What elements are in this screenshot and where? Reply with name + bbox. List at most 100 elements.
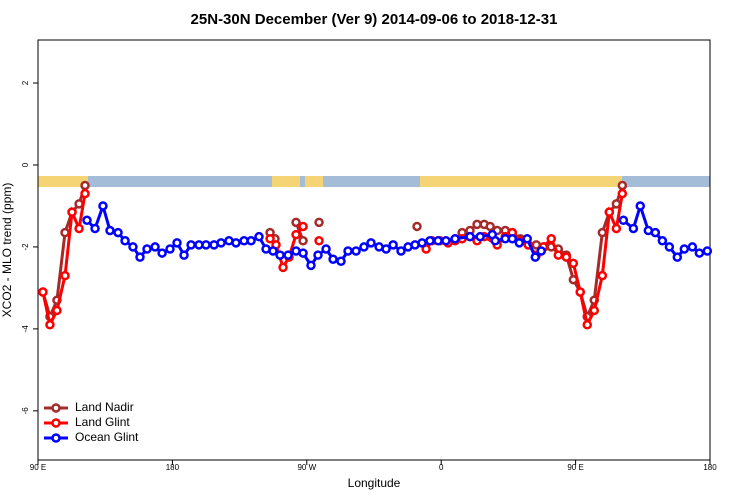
data-point — [298, 248, 308, 258]
data-point — [157, 248, 167, 258]
y-tick-label: 2 — [21, 80, 30, 85]
data-point — [265, 233, 275, 244]
data-point — [694, 248, 705, 258]
data-point — [351, 246, 361, 256]
data-point — [597, 227, 608, 238]
data-point — [425, 236, 435, 246]
data-point — [465, 231, 475, 242]
data-point — [507, 233, 518, 244]
data-point — [433, 236, 443, 246]
data-point — [421, 244, 431, 254]
data-point — [604, 207, 615, 217]
data-point — [60, 270, 70, 281]
y-tick-label: -6 — [21, 407, 30, 415]
data-point — [597, 270, 608, 281]
data-point — [618, 215, 629, 226]
legend-marker — [51, 418, 61, 428]
land-strip — [420, 176, 622, 187]
data-point — [52, 305, 62, 316]
data-point — [450, 233, 460, 244]
data-point — [74, 223, 84, 234]
data-point — [536, 246, 547, 256]
data-point — [575, 287, 585, 297]
data-point — [314, 236, 324, 246]
land-strip — [38, 176, 88, 187]
land-ocean-strip — [38, 176, 710, 187]
data-point — [246, 236, 256, 246]
data-point — [388, 240, 398, 250]
data-point — [321, 244, 331, 254]
data-point — [628, 223, 639, 234]
data-point — [328, 254, 338, 264]
y-tick-label: 0 — [21, 162, 30, 167]
data-point — [679, 244, 690, 254]
data-point — [216, 238, 226, 248]
data-point — [179, 250, 189, 260]
data-point — [687, 242, 698, 252]
x-tick-label: 0 — [439, 463, 444, 472]
land-strip — [305, 176, 323, 187]
data-point — [417, 238, 427, 248]
x-axis-label: Longitude — [348, 476, 401, 490]
data-point — [336, 256, 346, 267]
data-point — [561, 252, 572, 262]
legend-label: Ocean Glint — [75, 430, 139, 444]
data-point — [589, 305, 600, 316]
data-point — [268, 246, 278, 256]
data-point — [231, 238, 241, 248]
data-point — [306, 260, 316, 271]
data-point — [611, 223, 622, 234]
x-tick-label: 180 — [166, 463, 180, 472]
data-point — [90, 223, 100, 234]
data-point — [485, 221, 495, 232]
x-tick-label: 90 W — [297, 463, 316, 472]
data-point — [80, 188, 90, 199]
data-point — [657, 236, 668, 246]
data-point — [522, 233, 532, 244]
legend-label: Land Nadir — [75, 400, 134, 414]
data-point — [45, 320, 55, 330]
data-point — [60, 227, 70, 238]
data-point — [186, 240, 196, 250]
x-tick-label: 90 E — [567, 463, 583, 472]
x-tick-label: 180 — [703, 463, 717, 472]
data-point — [254, 231, 264, 242]
data-point — [568, 258, 579, 269]
y-tick-label: -4 — [21, 325, 30, 333]
data-point — [82, 215, 92, 226]
data-point — [150, 242, 160, 252]
data-point — [366, 238, 376, 248]
legend-marker — [51, 433, 61, 443]
data-point — [582, 320, 592, 330]
data-point — [650, 227, 661, 238]
data-point — [475, 231, 485, 242]
data-point — [672, 252, 683, 262]
data-point — [313, 250, 323, 260]
data-point — [664, 242, 675, 252]
ocean-strip — [38, 176, 710, 187]
data-point — [67, 207, 77, 217]
data-point — [113, 227, 123, 238]
y-axis-label: XCO2 - MLO trend (ppm) — [0, 183, 14, 318]
data-point — [98, 201, 108, 211]
data-point — [514, 238, 525, 248]
land-strip — [272, 176, 300, 187]
data-point — [128, 242, 138, 252]
data-point — [105, 225, 115, 236]
data-point — [702, 246, 713, 256]
data-point — [165, 244, 175, 254]
data-point — [617, 180, 628, 191]
data-point — [142, 244, 152, 254]
data-point — [298, 236, 308, 246]
data-point — [553, 250, 564, 260]
legend-marker — [51, 403, 61, 413]
data-point — [80, 180, 90, 191]
chart-title: 25N-30N December (Ver 9) 2014-09-06 to 2… — [191, 11, 558, 28]
data-point — [412, 221, 422, 232]
data-point — [530, 252, 541, 262]
data-point — [546, 233, 557, 244]
data-point — [135, 252, 145, 262]
